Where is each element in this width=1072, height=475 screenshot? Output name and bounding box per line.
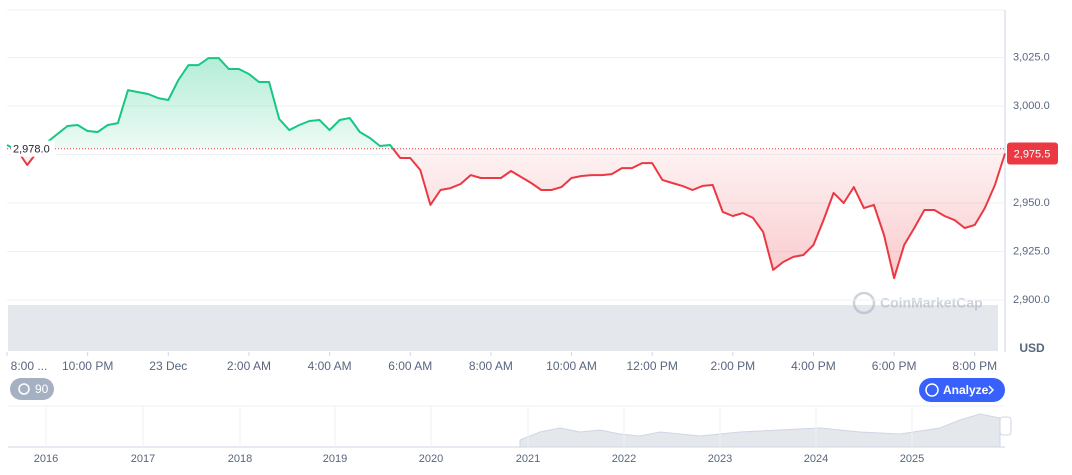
x-tick-label: 8:00 PM bbox=[952, 359, 997, 373]
area bbox=[7, 58, 1005, 279]
x-tick-label: 2:00 AM bbox=[227, 359, 271, 373]
x-tick-label: 10:00 AM bbox=[546, 359, 597, 373]
navigator-year: 2022 bbox=[612, 453, 636, 465]
history-badge[interactable]: 90 bbox=[10, 378, 54, 400]
y-tick-label: 2,950.0 bbox=[1013, 197, 1050, 209]
x-tick-label: 8:00 AM bbox=[469, 359, 513, 373]
y-tick-label: 3,025.0 bbox=[1013, 51, 1050, 63]
price-line bbox=[6, 57, 1006, 280]
x-tick-label: 6:00 AM bbox=[388, 359, 432, 373]
analyze-button[interactable]: Analyze bbox=[919, 378, 1005, 402]
analyze-text: Analyze bbox=[943, 383, 989, 397]
y-axis-label: USD bbox=[1019, 341, 1045, 355]
x-tick-label: 2:00 PM bbox=[710, 359, 755, 373]
x-tick-label: 12:00 PM bbox=[626, 359, 677, 373]
badge-text: 90 bbox=[35, 382, 49, 396]
navigator-year: 2023 bbox=[708, 453, 732, 465]
x-tick-label: 6:00 PM bbox=[872, 359, 917, 373]
watermark: CoinMarketCap bbox=[852, 291, 983, 315]
navigator-year: 2016 bbox=[34, 453, 58, 465]
navigator-year: 2019 bbox=[323, 453, 347, 465]
x-tick-label: 4:00 PM bbox=[791, 359, 836, 373]
y-tick-label: 3,000.0 bbox=[1013, 100, 1050, 112]
x-tick-label: 4:00 AM bbox=[308, 359, 352, 373]
navigator bbox=[8, 405, 1012, 448]
navigator-year: 2018 bbox=[228, 453, 252, 465]
x-tick-label: 10:00 PM bbox=[62, 359, 113, 373]
last-price-label: 2,975.5 bbox=[1014, 148, 1051, 160]
navigator-year: 2020 bbox=[419, 453, 443, 465]
volume-band bbox=[8, 305, 998, 351]
x-tick-label: 23 Dec bbox=[149, 359, 187, 373]
navigator-year: 2024 bbox=[804, 453, 828, 465]
y-tick-label: 2,900.0 bbox=[1013, 294, 1050, 306]
watermark-text: CoinMarketCap bbox=[880, 295, 983, 311]
baseline-label-bg bbox=[11, 140, 55, 157]
x-tick-label: 8:00 ... bbox=[11, 359, 48, 373]
navigator-year: 2025 bbox=[900, 453, 924, 465]
baseline-label: 2,978.0 bbox=[13, 144, 50, 156]
y-tick-label: 2,925.0 bbox=[1013, 245, 1050, 257]
navigator-year: 2021 bbox=[516, 453, 540, 465]
navigator-year: 2017 bbox=[131, 453, 155, 465]
last-price-badge bbox=[1007, 142, 1058, 165]
